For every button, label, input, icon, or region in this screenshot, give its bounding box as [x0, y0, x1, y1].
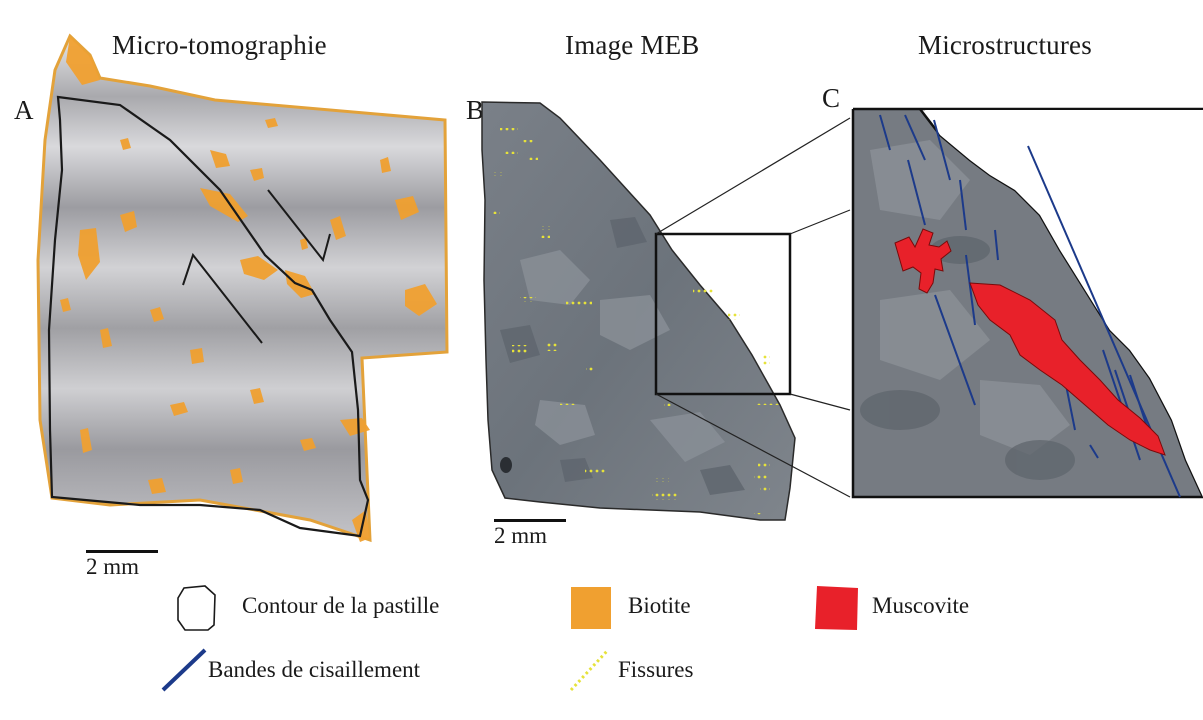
sample-contour [47, 95, 370, 538]
scale-bar-b-label: 2 mm [494, 523, 548, 548]
fault-lines [182, 189, 331, 344]
tomography-sample [36, 33, 449, 543]
panel-a-title: Micro-tomographie [112, 30, 327, 60]
legend-fissures-swatch [569, 648, 610, 692]
fissures [492, 128, 779, 517]
legend-muscovite-swatch [815, 586, 858, 630]
panel-a-tomography [36, 33, 449, 543]
zoom-box [654, 232, 792, 396]
legend-biotite-label: Biotite [628, 593, 691, 618]
legend-contour-swatch [177, 585, 216, 631]
panel-b-sem [481, 101, 851, 521]
legend-shear-label: Bandes de cisaillement [208, 657, 421, 682]
muscovite-grains [894, 228, 1166, 456]
panel-b-label: B [466, 95, 485, 125]
panel-c-microstructures [851, 107, 1203, 499]
legend [161, 585, 858, 692]
panel-b-title: Image MEB [565, 30, 700, 60]
legend-muscovite-label: Muscovite [872, 593, 970, 618]
panel-c-label: C [822, 83, 841, 113]
microstructure-dark [860, 236, 1075, 480]
scale-bar-b: 2 mm [494, 519, 566, 549]
legend-fissures-label: Fissures [618, 657, 694, 682]
legend-biotite-swatch [571, 587, 611, 629]
panel-c-title: Microstructures [918, 30, 1092, 60]
sem-dark-grains [500, 217, 745, 495]
zoom-connectors [655, 117, 851, 498]
sem-texture [520, 250, 725, 462]
panel-a-label: A [14, 95, 34, 125]
microstructure-frame [851, 109, 1203, 499]
scale-bar-a: 2 mm [86, 550, 158, 580]
scale-bar-a-label: 2 mm [86, 554, 140, 579]
legend-shear-swatch [161, 648, 207, 692]
sem-pore [500, 457, 512, 473]
legend-contour-label: Contour de la pastille [242, 593, 440, 618]
